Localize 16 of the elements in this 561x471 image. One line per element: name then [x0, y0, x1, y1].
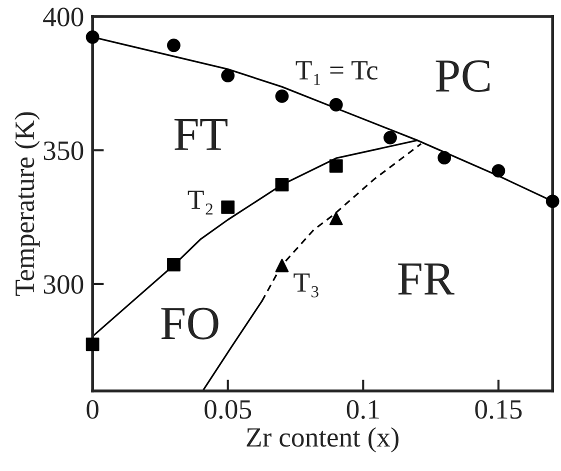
annotation: FT	[174, 118, 228, 150]
x-tick-label: 0.1	[346, 400, 379, 419]
y-tick-label: 350	[44, 141, 84, 160]
x-tick-label: 0.15	[475, 400, 522, 419]
annotation: T₁ = Tc	[296, 61, 378, 85]
x-tick-label: 0	[86, 400, 98, 419]
annotation: T₃	[294, 273, 318, 298]
y-tick-label: 400	[43, 8, 84, 26]
annotation: PC	[436, 60, 490, 92]
annotation: FR	[398, 264, 454, 294]
x-tick-label: 0.05	[204, 400, 252, 419]
annotation: FO	[161, 308, 218, 340]
y-tick-label: 300	[44, 275, 84, 294]
y-axis-title: Temperature (K)	[14, 112, 40, 296]
annotation: T₂	[188, 190, 212, 215]
x-axis-title: Zr content (x)	[246, 427, 398, 452]
